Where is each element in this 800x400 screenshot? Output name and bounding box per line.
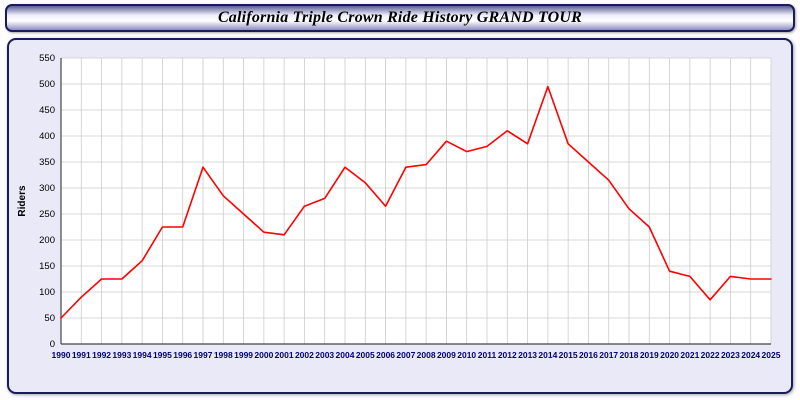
chart-area: 0 50 100 150 200 250 300 350 400 450 500 550 1990 199… xyxy=(13,46,785,389)
x-tick-label: 2000 xyxy=(254,350,273,360)
y-tick-label: 300 xyxy=(39,183,55,194)
x-tick-label: 1991 xyxy=(72,350,91,360)
x-tick-label: 2025 xyxy=(762,350,781,360)
x-tick-label: 2014 xyxy=(538,350,557,360)
x-tick-label: 2001 xyxy=(275,350,294,360)
chart-title-bar: California Triple Crown Ride History GRA… xyxy=(5,4,795,32)
x-tick-label: 2023 xyxy=(721,350,740,360)
y-tick-label: 450 xyxy=(39,105,55,116)
x-tick-label: 2020 xyxy=(660,350,679,360)
x-tick-label: 2015 xyxy=(559,350,578,360)
x-tick-label: 1998 xyxy=(214,350,233,360)
y-tick-label: 150 xyxy=(39,261,55,272)
x-tick-label: 2021 xyxy=(680,350,699,360)
x-tick-label: 2007 xyxy=(396,350,415,360)
y-tick-label: 400 xyxy=(39,131,55,142)
x-tick-label: 2017 xyxy=(599,350,618,360)
x-tick-label: 1996 xyxy=(173,350,192,360)
x-tick-label: 1993 xyxy=(112,350,131,360)
y-axis-title: Riders xyxy=(17,185,28,217)
y-tick-label: 550 xyxy=(39,53,55,64)
plot-background xyxy=(61,58,771,344)
x-tick-label: 2012 xyxy=(498,350,517,360)
x-tick-label: 2019 xyxy=(640,350,659,360)
riders-series-line xyxy=(60,85,772,319)
x-tick-label: 1990 xyxy=(52,350,71,360)
x-tick-label: 2004 xyxy=(336,350,355,360)
x-tick-label: 2016 xyxy=(579,350,598,360)
x-tick-label: 2008 xyxy=(417,350,436,360)
chart-panel: 0 50 100 150 200 250 300 350 400 450 500 550 1990 199… xyxy=(7,38,793,394)
x-tick-label: 2003 xyxy=(315,350,334,360)
x-tick-label: 1994 xyxy=(133,350,152,360)
y-tick-label: 500 xyxy=(39,79,55,90)
x-tick-label: 2013 xyxy=(518,350,537,360)
page-title: California Triple Crown Ride History GRA… xyxy=(217,9,583,26)
x-tick-label: 2005 xyxy=(356,350,375,360)
x-tick-label: 2009 xyxy=(437,350,456,360)
x-tick-label: 2006 xyxy=(376,350,395,360)
y-tick-label: 0 xyxy=(50,339,55,350)
x-tick-label: 2022 xyxy=(701,350,720,360)
x-tick-label: 2002 xyxy=(295,350,314,360)
x-tick-label: 1992 xyxy=(92,350,111,360)
x-tick-label: 2011 xyxy=(478,350,497,360)
y-tick-label: 50 xyxy=(44,313,55,324)
x-tick-label: 2018 xyxy=(620,350,639,360)
y-tick-label: 250 xyxy=(39,209,55,220)
y-tick-label: 350 xyxy=(39,157,55,168)
x-tick-label: 1999 xyxy=(234,350,253,360)
x-tick-label: 1997 xyxy=(194,350,213,360)
y-tick-label: 100 xyxy=(39,287,55,298)
x-tick-label: 1995 xyxy=(153,350,172,360)
y-tick-label: 200 xyxy=(39,235,55,246)
x-tick-label: 2024 xyxy=(741,350,760,360)
x-tick-label: 2010 xyxy=(457,350,476,360)
